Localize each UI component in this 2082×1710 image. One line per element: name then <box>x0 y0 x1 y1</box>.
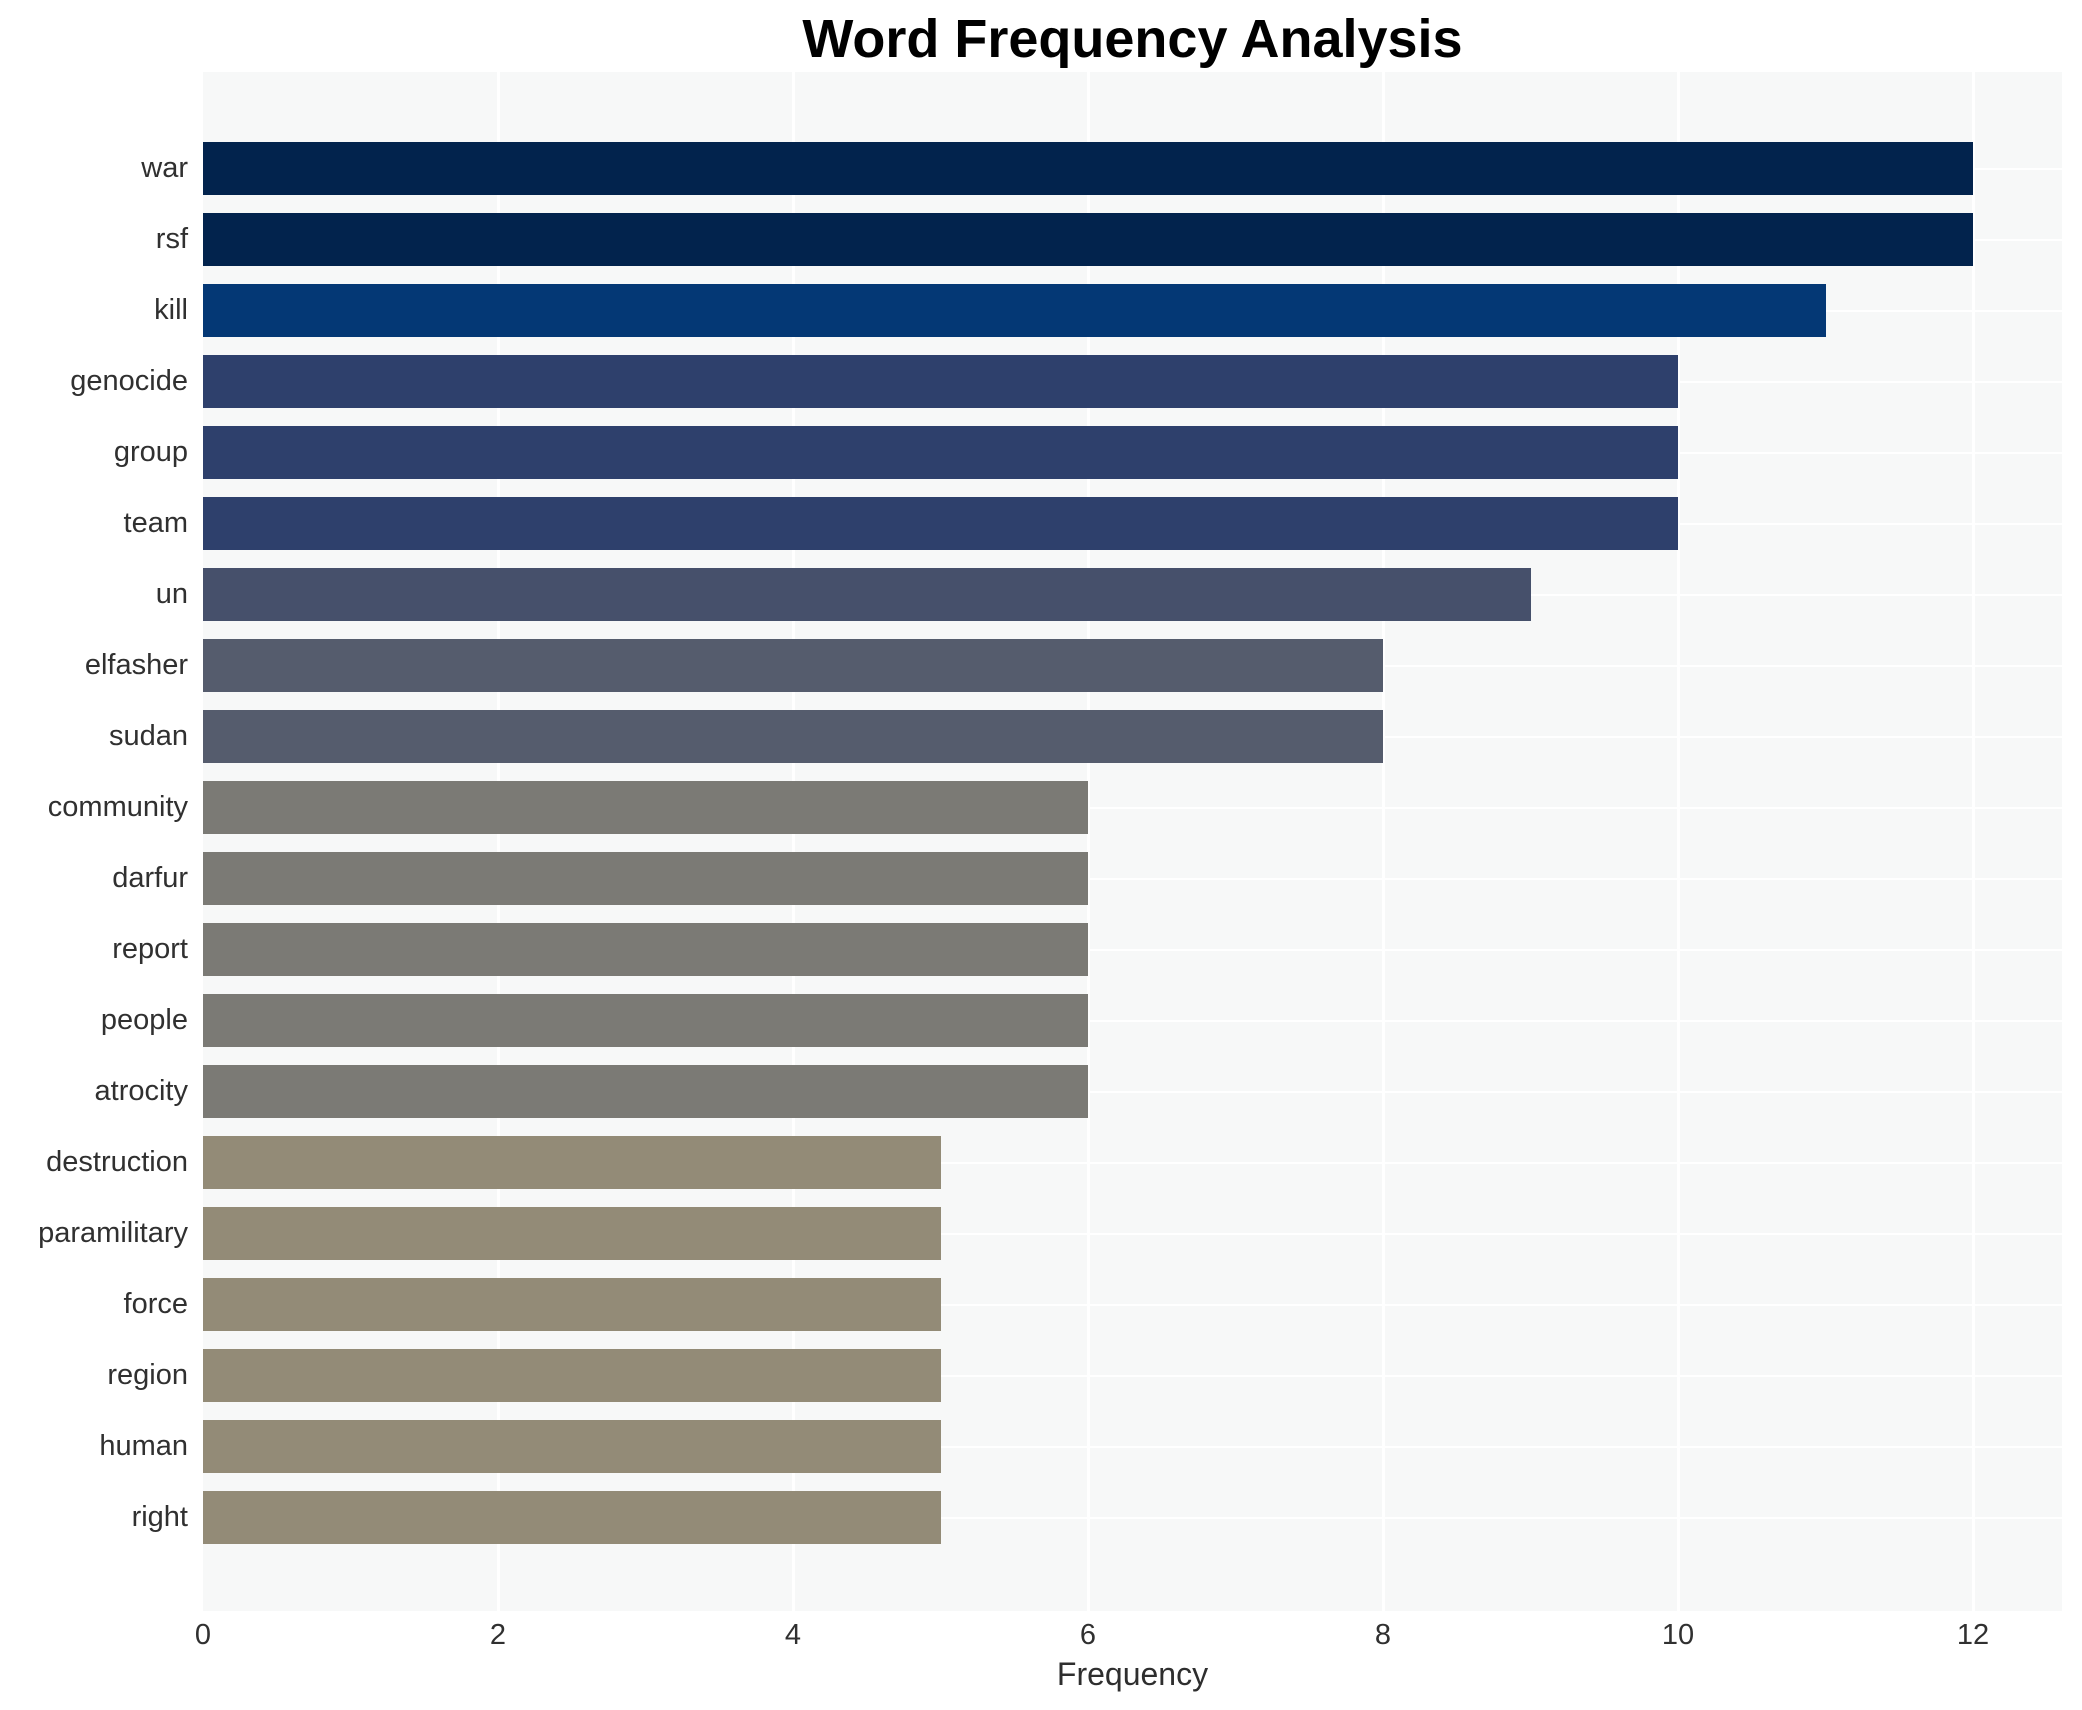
category-label-group: group <box>113 436 188 468</box>
bar-community <box>203 781 1088 834</box>
y-gridline <box>203 948 2062 951</box>
plot-area <box>203 72 2062 1611</box>
y-gridline <box>203 1374 2062 1377</box>
x-tick-label-4: 4 <box>784 1619 802 1651</box>
y-gridline <box>203 1516 2062 1519</box>
category-label-sudan: sudan <box>108 720 188 752</box>
x-axis-title: Frequency <box>1056 1656 1209 1692</box>
bar-atrocity <box>203 1065 1088 1118</box>
x-gridline <box>1086 72 1090 1611</box>
bar-destruction <box>203 1136 941 1189</box>
x-gridline <box>1676 72 1680 1611</box>
chart-title: Word Frequency Analysis <box>802 9 1463 69</box>
y-gridline <box>203 806 2062 809</box>
x-tick-label-0: 0 <box>194 1619 212 1651</box>
bar-darfur <box>203 852 1088 905</box>
x-tick-label-10: 10 <box>1661 1619 1695 1651</box>
category-label-community: community <box>47 791 188 823</box>
bar-report <box>203 923 1088 976</box>
category-label-region: region <box>107 1359 188 1391</box>
bar-un <box>203 568 1531 621</box>
category-label-darfur: darfur <box>112 862 188 894</box>
x-tick-label-6: 6 <box>1079 1619 1097 1651</box>
category-label-report: report <box>112 933 188 965</box>
category-label-un: un <box>155 578 188 610</box>
bar-kill <box>203 284 1826 337</box>
x-gridline <box>791 72 795 1611</box>
bar-sudan <box>203 710 1383 763</box>
category-label-destruction: destruction <box>46 1146 188 1178</box>
x-tick-label-2: 2 <box>489 1619 507 1651</box>
category-label-people: people <box>100 1004 188 1036</box>
category-label-elfasher: elfasher <box>84 649 188 681</box>
x-tick-label-8: 8 <box>1374 1619 1392 1651</box>
x-tick-label-12: 12 <box>1956 1619 1990 1651</box>
y-gridline <box>203 1019 2062 1022</box>
x-gridline <box>496 72 500 1611</box>
bar-elfasher <box>203 639 1383 692</box>
bar-rsf <box>203 213 1973 266</box>
bar-region <box>203 1349 941 1402</box>
y-gridline <box>203 1445 2062 1448</box>
category-label-genocide: genocide <box>70 365 188 397</box>
category-label-human: human <box>99 1430 188 1462</box>
x-gridline <box>1381 72 1385 1611</box>
bar-force <box>203 1278 941 1331</box>
y-gridline <box>203 1090 2062 1093</box>
bar-paramilitary <box>203 1207 941 1260</box>
category-label-team: team <box>123 507 188 539</box>
category-label-atrocity: atrocity <box>94 1075 188 1107</box>
category-label-war: war <box>141 152 188 184</box>
bar-group <box>203 426 1678 479</box>
bar-war <box>203 142 1973 195</box>
bar-human <box>203 1420 941 1473</box>
y-gridline <box>203 1303 2062 1306</box>
y-gridline <box>203 877 2062 880</box>
category-label-kill: kill <box>154 294 188 326</box>
category-label-force: force <box>123 1288 188 1320</box>
y-gridline <box>203 1161 2062 1164</box>
x-gridline <box>1971 72 1975 1611</box>
category-label-right: right <box>131 1501 188 1533</box>
bar-people <box>203 994 1088 1047</box>
bar-genocide <box>203 355 1678 408</box>
bar-right <box>203 1491 941 1544</box>
category-label-rsf: rsf <box>155 223 188 255</box>
bar-team <box>203 497 1678 550</box>
category-label-paramilitary: paramilitary <box>38 1217 188 1249</box>
y-gridline <box>203 1232 2062 1235</box>
